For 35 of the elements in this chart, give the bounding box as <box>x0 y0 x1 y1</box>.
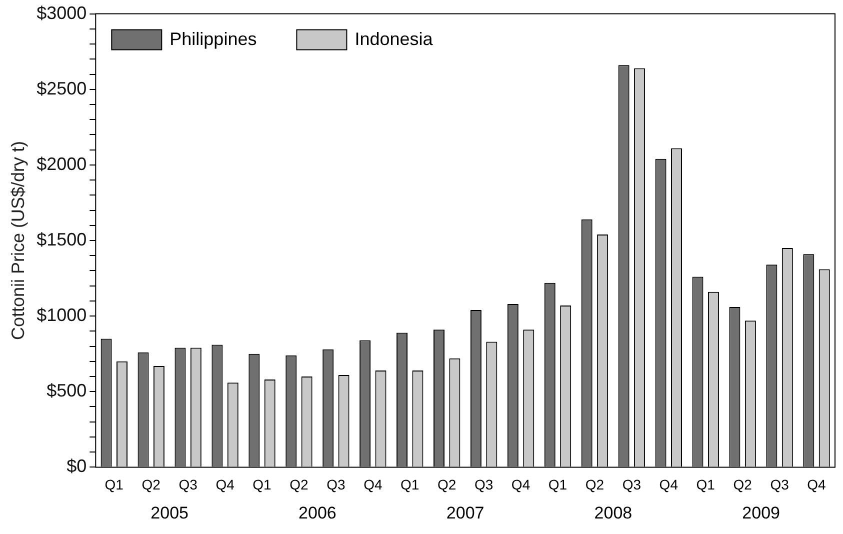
x-tick-label: Q3 <box>770 476 790 492</box>
y-tick-label: $1000 <box>36 305 87 326</box>
x-tick-label: Q1 <box>400 476 420 492</box>
x-tick-label: Q2 <box>438 476 456 492</box>
y-tick-label: $500 <box>46 380 87 401</box>
text: 2006 <box>298 503 336 522</box>
y-axis-title: Cottonii Price (US$/dry t) <box>8 140 28 340</box>
text: 2005 <box>150 503 188 522</box>
text: 2007 <box>446 503 484 522</box>
x-tick-label: Q4 <box>659 476 678 492</box>
x-tick-label: Q1 <box>252 476 272 492</box>
x-tick-label: Q2 <box>142 476 161 492</box>
y-tick-label: $2000 <box>36 154 87 174</box>
x-tick-label: Q3 <box>326 476 346 492</box>
y-tick-label: $0 <box>66 456 87 476</box>
y-tick-label: $3000 <box>36 2 87 23</box>
x-tick-label: Q1 <box>548 476 568 492</box>
x-tick-label: Q4 <box>364 476 382 492</box>
text: 2008 <box>594 503 632 522</box>
y-tick-label: $2500 <box>36 78 87 98</box>
x-tick-label: Q4 <box>807 476 826 492</box>
x-tick-label: Q1 <box>104 476 124 492</box>
x-tick-label: Q1 <box>696 476 716 492</box>
x-tick-label: Q3 <box>474 476 494 492</box>
x-tick-label: Q2 <box>585 476 604 492</box>
legend-label: Indonesia <box>354 28 434 49</box>
x-tick-label: Q3 <box>622 476 642 492</box>
x-tick-label: Q4 <box>511 476 530 492</box>
x-tick-label: Q4 <box>216 476 235 492</box>
text: 2009 <box>742 503 780 522</box>
x-tick-label: Q2 <box>733 476 752 492</box>
legend-label: Philippines <box>170 28 257 49</box>
x-tick-label: Q2 <box>290 476 309 492</box>
x-tick-label: Q3 <box>178 476 198 492</box>
y-tick-label: $1500 <box>36 229 87 250</box>
